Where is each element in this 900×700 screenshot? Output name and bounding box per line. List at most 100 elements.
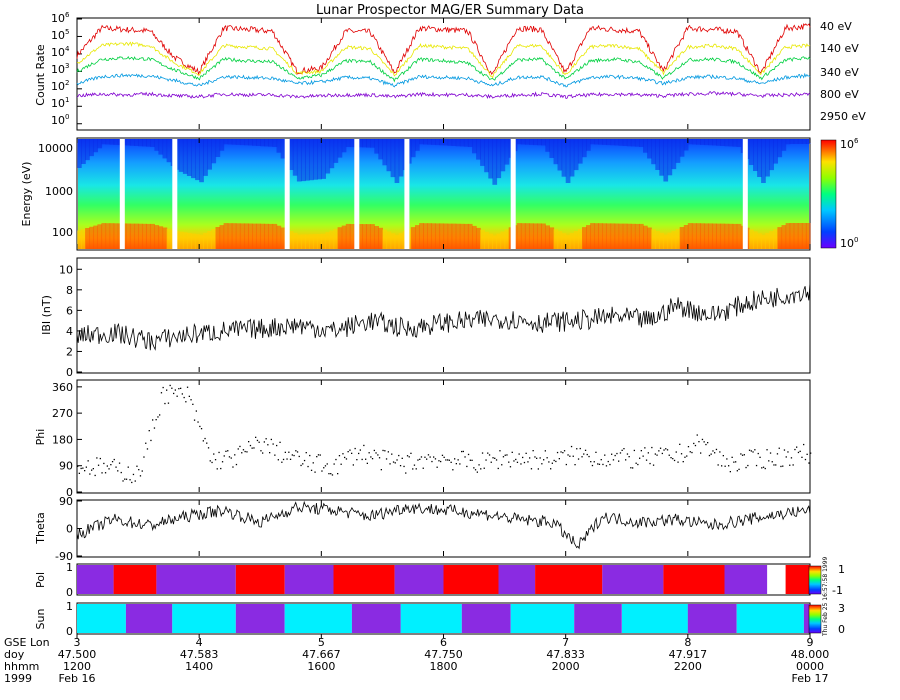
phi-point xyxy=(427,454,430,456)
spectrogram-band xyxy=(313,234,318,249)
polarity-segments xyxy=(77,565,810,594)
phi-point xyxy=(85,466,87,468)
phi-point xyxy=(537,468,539,470)
spectrogram-band xyxy=(504,139,510,165)
phi-point xyxy=(193,419,196,421)
phi-point xyxy=(556,451,559,454)
phi-point xyxy=(286,458,288,460)
spectrogram-band xyxy=(154,225,160,249)
phi-point xyxy=(167,402,170,404)
phi-point xyxy=(246,451,248,453)
spectrogram-band xyxy=(219,139,225,151)
phi-point xyxy=(684,456,686,458)
run-timestamp: Thu Feb 25 16:57:58 1999 xyxy=(822,556,829,637)
spectrogram-band xyxy=(329,230,335,249)
spectrogram-band xyxy=(211,139,217,164)
phi-point xyxy=(131,481,133,484)
spectrogram-gap xyxy=(742,139,748,249)
polarity-segment xyxy=(235,565,285,594)
phi-point xyxy=(483,467,485,469)
phi-point xyxy=(152,419,154,421)
spectrogram-band xyxy=(292,232,298,249)
spectrogram-band xyxy=(386,139,392,172)
phi-point xyxy=(715,448,718,451)
sun-ytick: 1 xyxy=(66,600,73,613)
phi-point xyxy=(82,467,84,469)
phi-point xyxy=(502,456,505,458)
spectrogram-band xyxy=(439,223,445,249)
spectrogram-band xyxy=(415,139,420,151)
spectrogram-band xyxy=(549,227,555,249)
phi-point xyxy=(99,457,101,460)
spectrogram-band xyxy=(158,226,164,249)
spectrogram-band xyxy=(252,223,257,249)
polarity-segment xyxy=(284,565,334,594)
phi-point xyxy=(188,395,190,397)
spectrogram-band xyxy=(805,139,811,144)
spectrogram-band xyxy=(716,139,721,146)
phi-point xyxy=(659,447,662,449)
count-rate-line-40-ev xyxy=(76,23,811,76)
field_magnitude-ytick: 0 xyxy=(66,366,73,379)
phi-point xyxy=(366,462,368,464)
phi-point xyxy=(202,440,204,442)
spectrogram-band xyxy=(333,228,339,249)
spectrogram-gap xyxy=(354,139,360,249)
spectrogram-band xyxy=(146,139,151,147)
phi-point xyxy=(384,450,386,452)
spectrogram-band xyxy=(427,139,432,145)
ylabel-phi: Phi xyxy=(34,429,47,446)
phi-point xyxy=(293,454,295,457)
phi-point xyxy=(642,455,644,457)
phi-point xyxy=(213,453,215,455)
x-tick-label: 1200 xyxy=(63,660,91,673)
phi-point xyxy=(305,452,307,454)
phi-point xyxy=(216,468,218,470)
spectrogram-band xyxy=(602,223,607,249)
spectrogram-band xyxy=(520,223,526,249)
spectrogram-band xyxy=(618,139,624,146)
spectrogram-band xyxy=(472,225,477,249)
spectrogram-band xyxy=(545,225,550,249)
phi-point xyxy=(387,451,389,453)
spectrogram-band xyxy=(410,139,416,158)
phi-point xyxy=(726,458,728,460)
phi-point xyxy=(721,465,723,467)
phi-point xyxy=(546,457,548,459)
spectrogram-band xyxy=(537,139,542,146)
spectrogram-band xyxy=(341,225,347,249)
phi-point xyxy=(588,455,590,458)
phi-ytick: 180 xyxy=(52,433,73,446)
field_magnitude-ytick: 10 xyxy=(59,263,73,276)
phi-point xyxy=(295,450,297,452)
spectrogram-band xyxy=(248,139,253,146)
spectrogram-band xyxy=(288,231,294,249)
x-tick-label: 5 xyxy=(318,636,325,649)
spectrogram-band xyxy=(394,139,400,183)
phi-point xyxy=(173,392,175,395)
field_magnitude-ytick: 4 xyxy=(66,325,73,338)
polarity-ytick: 0 xyxy=(66,586,73,599)
spectrogram-band xyxy=(561,233,567,249)
ylabel-pol: Pol xyxy=(34,572,47,588)
spectrogram-band xyxy=(317,139,322,180)
phi-point xyxy=(440,460,442,463)
spectrogram-band xyxy=(256,223,261,249)
phi-point xyxy=(419,458,421,460)
spectrogram-band xyxy=(85,139,90,161)
phi-point xyxy=(153,427,156,429)
spectrogram-band xyxy=(801,223,807,249)
phi-point xyxy=(694,444,697,447)
phi-point xyxy=(415,468,417,470)
phi-point xyxy=(209,460,211,462)
phi-point xyxy=(748,449,751,451)
phi-point xyxy=(471,459,473,461)
phi-point xyxy=(347,451,349,453)
phi-ytick: 270 xyxy=(52,407,73,420)
phi-point xyxy=(633,449,635,452)
spectrogram-band xyxy=(264,223,269,249)
phi-point xyxy=(768,460,770,462)
phi-point xyxy=(150,439,152,442)
spectrogram-band xyxy=(435,139,441,146)
phi-point xyxy=(422,467,424,469)
